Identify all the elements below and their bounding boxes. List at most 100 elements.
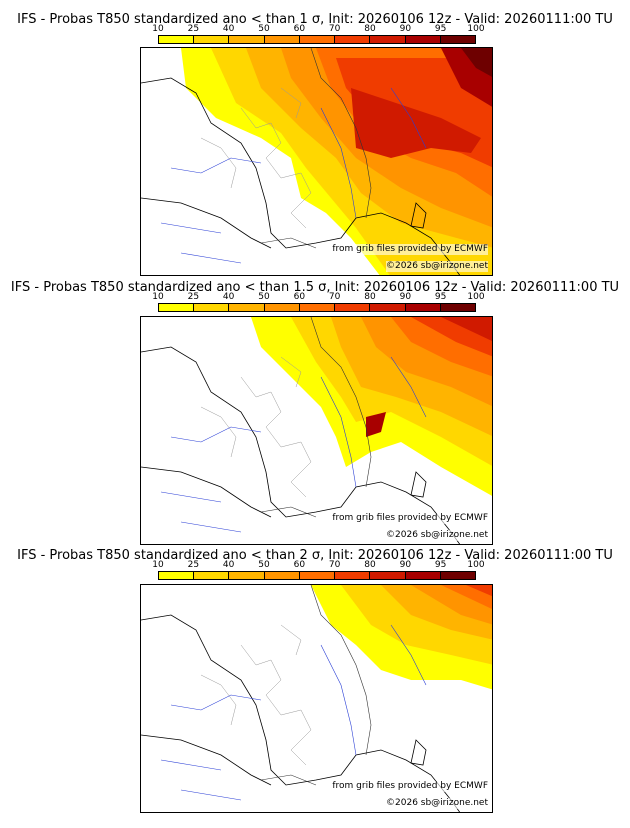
colorbar-swatch (405, 36, 441, 43)
colorbar-tick-label: 100 (467, 292, 485, 302)
colorbar-tick-label: 60 (293, 292, 306, 302)
colorbar-swatches (158, 303, 476, 312)
colorbar-tick-label: 40 (222, 24, 235, 34)
colorbar-tick-label: 80 (364, 560, 376, 570)
probability-contour (351, 88, 481, 158)
panel-3-title: IFS - Probas T850 standardized ano < tha… (17, 548, 613, 563)
country-border (310, 48, 372, 219)
regional-border (200, 356, 312, 498)
colorbar-tick-label: 25 (187, 560, 200, 570)
copyright-credit: ©2026 sb@irizone.net (386, 798, 488, 809)
colorbar-swatch (370, 572, 406, 579)
colorbar-tick-label: 50 (258, 24, 270, 34)
colorbar-swatch (194, 572, 230, 579)
colorbar-swatch (264, 304, 300, 311)
probability-contour (461, 48, 492, 77)
colorbar-swatch (405, 304, 441, 311)
source-credit: from grib files provided by ECMWF (332, 244, 488, 255)
panel-2-colorbar: 10 25 40 50 60 70 80 90 95 100 (152, 292, 485, 312)
panel-2-map: from grib files provided by ECMWF ©2026 … (140, 316, 493, 545)
corsica-outline (410, 739, 427, 766)
coastline (141, 614, 461, 812)
colorbar-swatch (229, 572, 265, 579)
coastline (141, 734, 272, 786)
colorbar-swatch (405, 572, 441, 579)
colorbar-tick-label: 60 (293, 560, 306, 570)
colorbar-tick-label: 10 (152, 560, 164, 570)
colorbar-tick-label: 10 (152, 292, 164, 302)
colorbar-tick-label: 60 (293, 24, 306, 34)
coastline (141, 466, 272, 518)
panel-1-map: from grib files provided by ECMWF ©2026 … (140, 47, 493, 276)
colorbar-swatches (158, 571, 476, 580)
country-border (310, 585, 372, 756)
colorbar-tick-label: 100 (467, 24, 485, 34)
country-border (260, 506, 317, 518)
colorbar-swatch (229, 304, 265, 311)
country-border (260, 774, 317, 786)
colorbar-swatches (158, 35, 476, 44)
colorbar-swatch (264, 572, 300, 579)
colorbar-swatch (440, 36, 475, 43)
colorbar-swatch (299, 304, 336, 311)
colorbar-swatch (335, 572, 371, 579)
colorbar-tick-label: 95 (434, 24, 447, 34)
probability-map (141, 48, 492, 275)
colorbar-swatch (370, 304, 406, 311)
panel-3-map: from grib files provided by ECMWF ©2026 … (140, 584, 493, 813)
colorbar-tick-label: 50 (258, 560, 270, 570)
panel-1-title: IFS - Probas T850 standardized ano < tha… (17, 12, 613, 27)
coastline (141, 77, 461, 275)
colorbar-ticks: 10 25 40 50 60 70 80 90 95 100 (152, 560, 484, 571)
colorbar-swatch (335, 36, 371, 43)
regional-border (200, 87, 312, 229)
colorbar-tick-label: 25 (187, 292, 200, 302)
source-credit: from grib files provided by ECMWF (332, 781, 488, 792)
colorbar-swatch (159, 36, 195, 43)
copyright-credit: ©2026 sb@irizone.net (386, 261, 488, 272)
colorbar-swatch (299, 36, 336, 43)
colorbar-tick-label: 70 (328, 24, 341, 34)
colorbar-tick-label: 90 (399, 24, 412, 34)
colorbar-swatch (159, 304, 195, 311)
colorbar-tick-label: 90 (399, 292, 412, 302)
colorbar-swatch (370, 36, 406, 43)
colorbar-tick-label: 70 (328, 560, 341, 570)
source-credit: from grib files provided by ECMWF (332, 513, 488, 524)
coastline (141, 346, 461, 544)
colorbar-tick-label: 10 (152, 24, 164, 34)
probability-contour (366, 412, 386, 437)
colorbar-ticks: 10 25 40 50 60 70 80 90 95 100 (152, 292, 484, 303)
country-border (310, 317, 372, 488)
river (160, 356, 427, 533)
river (160, 87, 427, 264)
river (160, 624, 427, 801)
colorbar-swatch (229, 36, 265, 43)
colorbar-swatch (194, 36, 230, 43)
colorbar-ticks: 10 25 40 50 60 70 80 90 95 100 (152, 24, 484, 35)
colorbar-tick-label: 80 (364, 292, 376, 302)
colorbar-swatch (264, 36, 300, 43)
colorbar-tick-label: 40 (222, 560, 235, 570)
regional-border (200, 624, 312, 766)
copyright-credit: ©2026 sb@irizone.net (386, 530, 488, 541)
corsica-outline (410, 471, 427, 498)
colorbar-tick-label: 95 (434, 292, 447, 302)
probability-contour (466, 585, 492, 597)
colorbar-tick-label: 25 (187, 24, 200, 34)
colorbar-swatch (159, 572, 195, 579)
colorbar-tick-label: 70 (328, 292, 341, 302)
colorbar-swatch (194, 304, 230, 311)
colorbar-tick-label: 95 (434, 560, 447, 570)
coastline (141, 197, 272, 249)
panel-3-colorbar: 10 25 40 50 60 70 80 90 95 100 (152, 560, 485, 580)
corsica-outline (410, 202, 427, 229)
panel-1-colorbar: 10 25 40 50 60 70 80 90 95 100 (152, 24, 485, 44)
colorbar-tick-label: 40 (222, 292, 235, 302)
colorbar-tick-label: 50 (258, 292, 270, 302)
country-border (260, 237, 317, 249)
panel-2-title: IFS - Probas T850 standardized ano < tha… (10, 280, 620, 295)
colorbar-tick-label: 80 (364, 24, 376, 34)
colorbar-tick-label: 90 (399, 560, 412, 570)
colorbar-tick-label: 100 (467, 560, 485, 570)
